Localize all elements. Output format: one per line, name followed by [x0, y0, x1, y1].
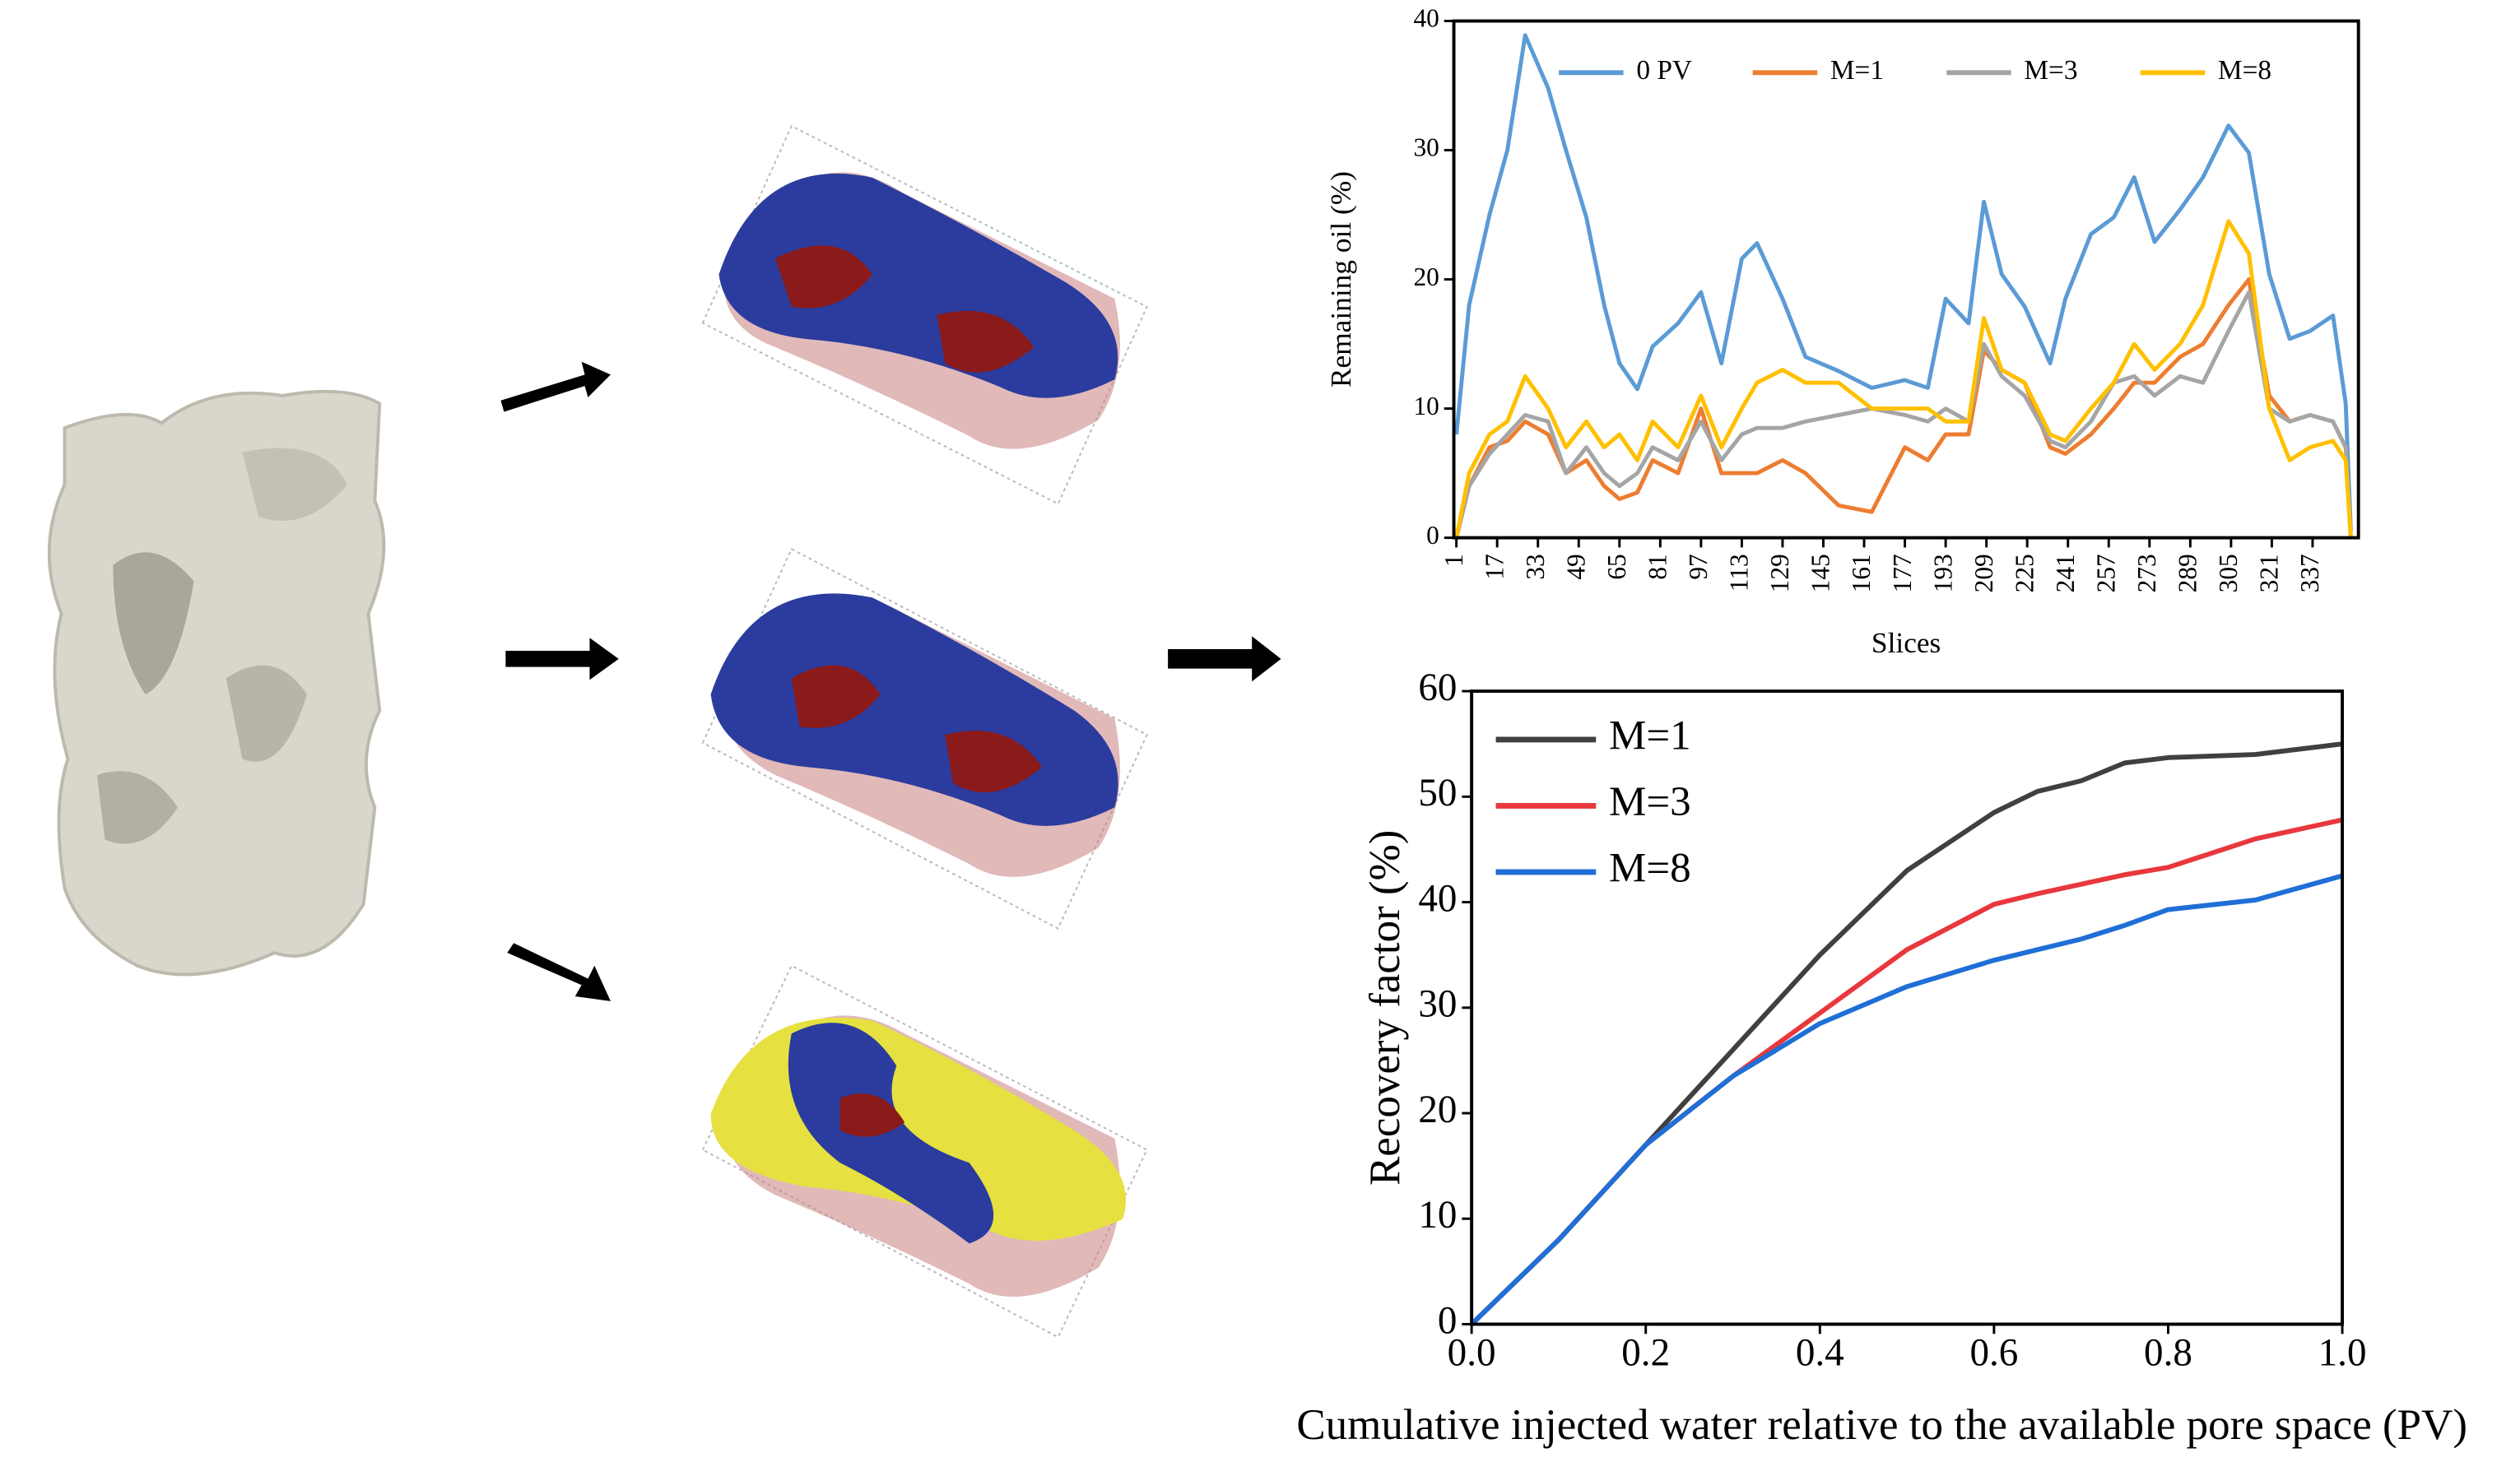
series-line	[1454, 290, 2353, 539]
x-tick-label: 129	[1765, 554, 1794, 592]
x-tick-label: 177	[1888, 554, 1917, 592]
plot-frame	[1452, 19, 2360, 540]
x-axis-label: Slices	[1871, 627, 1941, 659]
legend-label: M=3	[1609, 779, 1691, 825]
y-tick-label: 50	[1418, 772, 1457, 815]
y-tick-label: 20	[1413, 262, 1439, 291]
series-line	[1454, 33, 2353, 531]
y-tick-label: 30	[1413, 133, 1439, 162]
legend-label: M=8	[1609, 846, 1691, 892]
y-tick-label: 40	[1418, 877, 1457, 920]
x-tick-label: 0.4	[1796, 1332, 1844, 1375]
x-tick-label: 49	[1561, 554, 1590, 579]
y-axis-label: Recovery factor (%)	[1361, 830, 1409, 1186]
x-tick-label: 337	[2295, 554, 2324, 592]
charts: 0 10 20 30 40 1 17 33 49 65 81 97 113 129 145 161 177 193…	[1296, 4, 2467, 1450]
x-tick-label: 17	[1480, 554, 1509, 579]
x-tick-label: 97	[1684, 554, 1713, 579]
pore-rendering-1	[701, 124, 1148, 505]
x-tick-label: 209	[1969, 554, 1998, 592]
x-tick-label: 0.6	[1969, 1332, 2018, 1375]
series-line	[1470, 741, 2343, 1326]
y-tick-label: 40	[1413, 4, 1439, 33]
rock-rendering	[47, 389, 386, 977]
y-tick-label: 0	[1438, 1299, 1458, 1342]
x-tick-label: 65	[1602, 554, 1631, 579]
y-tick-label: 30	[1418, 983, 1457, 1026]
y-axis-label: Remaining oil (%)	[1325, 171, 1357, 388]
x-tick-label: 241	[2051, 554, 2080, 592]
arrows	[500, 361, 1281, 1001]
x-tick-label: 1.0	[2318, 1332, 2367, 1375]
legend-label: M=1	[1830, 55, 1884, 86]
y-tick-label: 20	[1418, 1088, 1457, 1131]
x-tick-label: 273	[2132, 554, 2161, 592]
x-tick-label: 0.0	[1448, 1332, 1496, 1375]
y-tick-label: 10	[1418, 1194, 1457, 1237]
x-tick-label: 193	[1928, 554, 1957, 592]
x-tick-label: 257	[2091, 554, 2120, 592]
legend-label: M=8	[2218, 55, 2271, 86]
legend-label: M=1	[1609, 713, 1691, 759]
x-tick-label: 321	[2255, 554, 2284, 592]
y-tick-label: 60	[1418, 666, 1457, 709]
pore-rendering-2	[701, 548, 1148, 930]
plot-frame	[1470, 689, 2345, 1326]
x-tick-label: 145	[1806, 554, 1835, 592]
x-tick-label: 305	[2214, 554, 2243, 592]
x-tick-label: 113	[1725, 554, 1754, 592]
legend-label: 0 PV	[1636, 55, 1692, 86]
series-line	[1454, 277, 2353, 539]
pore-rendering-3	[701, 964, 1148, 1339]
series-line	[1470, 817, 2343, 1326]
x-tick-label: 1	[1439, 554, 1468, 567]
y-tick-label: 0	[1426, 521, 1439, 550]
series-line	[1470, 873, 2343, 1326]
x-tick-label: 161	[1847, 554, 1876, 592]
x-tick-label: 289	[2174, 554, 2202, 592]
x-axis-label: Cumulative injected water relative to th…	[1296, 1401, 2467, 1449]
x-tick-label: 81	[1644, 554, 1672, 579]
x-tick-label: 33	[1521, 554, 1550, 579]
x-tick-label: 0.8	[2144, 1332, 2192, 1375]
y-tick-label: 10	[1413, 392, 1439, 420]
legend-label: M=3	[2024, 55, 2077, 86]
x-tick-label: 225	[2010, 554, 2039, 592]
x-tick-label: 0.2	[1621, 1332, 1670, 1375]
series-line	[1454, 219, 2353, 539]
